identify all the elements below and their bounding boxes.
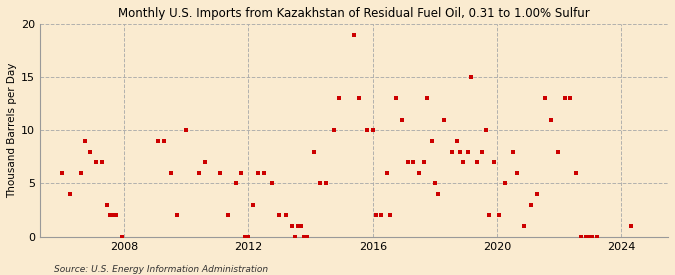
Point <box>64 192 75 196</box>
Point <box>414 171 425 175</box>
Point <box>454 149 465 154</box>
Point <box>493 213 504 218</box>
Point <box>153 139 163 143</box>
Point <box>97 160 108 164</box>
Point <box>546 117 557 122</box>
Point <box>215 171 226 175</box>
Point <box>375 213 386 218</box>
Point <box>397 117 408 122</box>
Y-axis label: Thousand Barrels per Day: Thousand Barrels per Day <box>7 63 17 198</box>
Point <box>349 32 360 37</box>
Point <box>367 128 378 133</box>
Point <box>321 181 331 186</box>
Point <box>489 160 500 164</box>
Point <box>427 139 437 143</box>
Point <box>458 160 468 164</box>
Point <box>580 235 591 239</box>
Point <box>117 235 128 239</box>
Point <box>481 128 491 133</box>
Point <box>576 235 587 239</box>
Point <box>381 171 392 175</box>
Point <box>625 224 636 228</box>
Point <box>471 160 482 164</box>
Point <box>280 213 291 218</box>
Point <box>560 96 571 101</box>
Point <box>484 213 495 218</box>
Point <box>532 192 543 196</box>
Point <box>447 149 458 154</box>
Point <box>565 96 576 101</box>
Point <box>267 181 277 186</box>
Point <box>111 213 122 218</box>
Point <box>500 181 510 186</box>
Point <box>418 160 429 164</box>
Point <box>243 235 254 239</box>
Point <box>75 171 86 175</box>
Point <box>105 213 115 218</box>
Point <box>101 203 112 207</box>
Point <box>296 224 306 228</box>
Point <box>371 213 381 218</box>
Point <box>223 213 234 218</box>
Point <box>80 139 90 143</box>
Point <box>429 181 440 186</box>
Point <box>181 128 192 133</box>
Point <box>308 149 319 154</box>
Point <box>290 235 300 239</box>
Point <box>571 171 582 175</box>
Point <box>329 128 340 133</box>
Point <box>235 171 246 175</box>
Point <box>507 149 518 154</box>
Point <box>591 235 602 239</box>
Point <box>391 96 402 101</box>
Point <box>439 117 450 122</box>
Point <box>518 224 529 228</box>
Point <box>315 181 325 186</box>
Point <box>108 213 119 218</box>
Point <box>199 160 210 164</box>
Point <box>353 96 364 101</box>
Point <box>193 171 204 175</box>
Point <box>462 149 473 154</box>
Point <box>465 75 476 79</box>
Point <box>476 149 487 154</box>
Point <box>361 128 372 133</box>
Point <box>403 160 414 164</box>
Point <box>286 224 297 228</box>
Point <box>299 235 310 239</box>
Point <box>90 160 101 164</box>
Point <box>240 235 250 239</box>
Point <box>583 235 594 239</box>
Point <box>159 139 170 143</box>
Point <box>385 213 396 218</box>
Point <box>259 171 269 175</box>
Point <box>171 213 182 218</box>
Title: Monthly U.S. Imports from Kazakhstan of Residual Fuel Oil, 0.31 to 1.00% Sulfur: Monthly U.S. Imports from Kazakhstan of … <box>118 7 590 20</box>
Point <box>433 192 443 196</box>
Point <box>422 96 433 101</box>
Point <box>252 171 263 175</box>
Point <box>248 203 259 207</box>
Point <box>165 171 176 175</box>
Point <box>587 235 597 239</box>
Point <box>408 160 418 164</box>
Point <box>512 171 522 175</box>
Point <box>84 149 95 154</box>
Point <box>57 171 68 175</box>
Point <box>526 203 537 207</box>
Point <box>452 139 462 143</box>
Point <box>302 235 313 239</box>
Point <box>274 213 285 218</box>
Point <box>552 149 563 154</box>
Point <box>293 224 304 228</box>
Text: Source: U.S. Energy Information Administration: Source: U.S. Energy Information Administ… <box>54 265 268 274</box>
Point <box>333 96 344 101</box>
Point <box>540 96 551 101</box>
Point <box>231 181 242 186</box>
